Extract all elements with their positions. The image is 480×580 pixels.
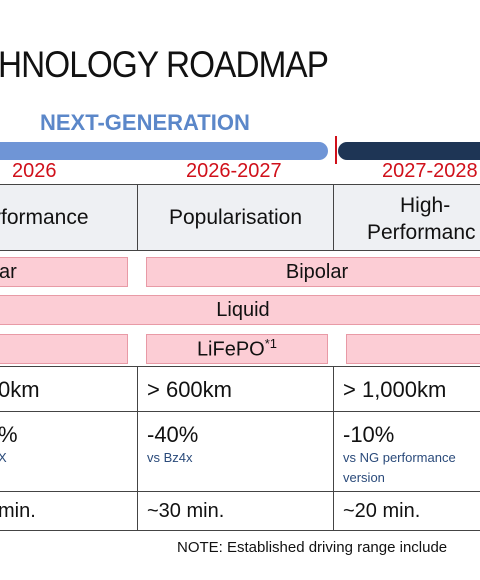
range-col1: 0km [0, 377, 40, 402]
pill-electrolyte-liquid-label: Liquid [216, 298, 270, 321]
header-high-performance-line1: High- [400, 194, 451, 217]
header-high-performance-line2: Performanc [367, 221, 476, 244]
header-performance: rformance [0, 206, 89, 229]
table-rule [0, 184, 480, 185]
range-col3: > 1,000km [343, 377, 447, 402]
cost-col3-sub-line2: version [343, 470, 385, 485]
charging-col2: ~30 min. [147, 500, 225, 522]
year-label-col1: 2026 [12, 160, 57, 182]
year-label-col2: 2026-2027 [186, 160, 282, 182]
pill-structure-bipolar-label: Bipolar [285, 260, 349, 283]
pill-structure-col1: ar [0, 257, 128, 287]
pill-chemistry-col3 [346, 334, 480, 364]
pill-electrolyte-liquid: Liquid [0, 295, 480, 325]
table-rule [0, 530, 480, 531]
cost-col2-sub: vs Bz4x [147, 450, 193, 465]
timeline-bar-next-gen [0, 142, 328, 160]
column-divider [137, 366, 138, 530]
cost-col2: -40% [147, 422, 199, 447]
charging-col1: min. [0, 500, 36, 522]
table-rule [0, 366, 480, 367]
table-header-row [0, 184, 480, 250]
pill-chemistry-lifepo-label: LiFePO*1 [196, 336, 278, 361]
column-divider [333, 366, 334, 530]
cost-col1-sub: X [0, 450, 7, 465]
column-divider [333, 184, 334, 250]
pill-structure-bipolar: Bipolar [146, 257, 480, 287]
footnote: NOTE: Established driving range include [177, 539, 448, 556]
cost-col1: % [0, 422, 18, 448]
pill-chemistry-col1 [0, 334, 128, 364]
table-rule [0, 411, 480, 412]
table-rule [0, 491, 480, 492]
range-col2: > 600km [147, 377, 232, 402]
table-rule [0, 250, 480, 251]
phase-label: NEXT-GENERATION [40, 110, 250, 135]
pill-structure-col1-label: ar [0, 260, 17, 283]
cost-col3-sub-line1: vs NG performance [343, 450, 456, 465]
header-popularisation: Popularisation [168, 206, 303, 229]
column-divider [137, 184, 138, 250]
timeline-bar-future [338, 142, 480, 160]
charging-col3: ~20 min. [343, 500, 421, 522]
timeline-divider-marker [335, 136, 337, 164]
pill-chemistry-lifepo: LiFePO*1 [146, 334, 328, 364]
year-label-col3: 2027-2028 [382, 160, 478, 182]
cost-col3: -10% [343, 422, 395, 447]
page-title: HNOLOGY ROADMAP [0, 44, 329, 85]
